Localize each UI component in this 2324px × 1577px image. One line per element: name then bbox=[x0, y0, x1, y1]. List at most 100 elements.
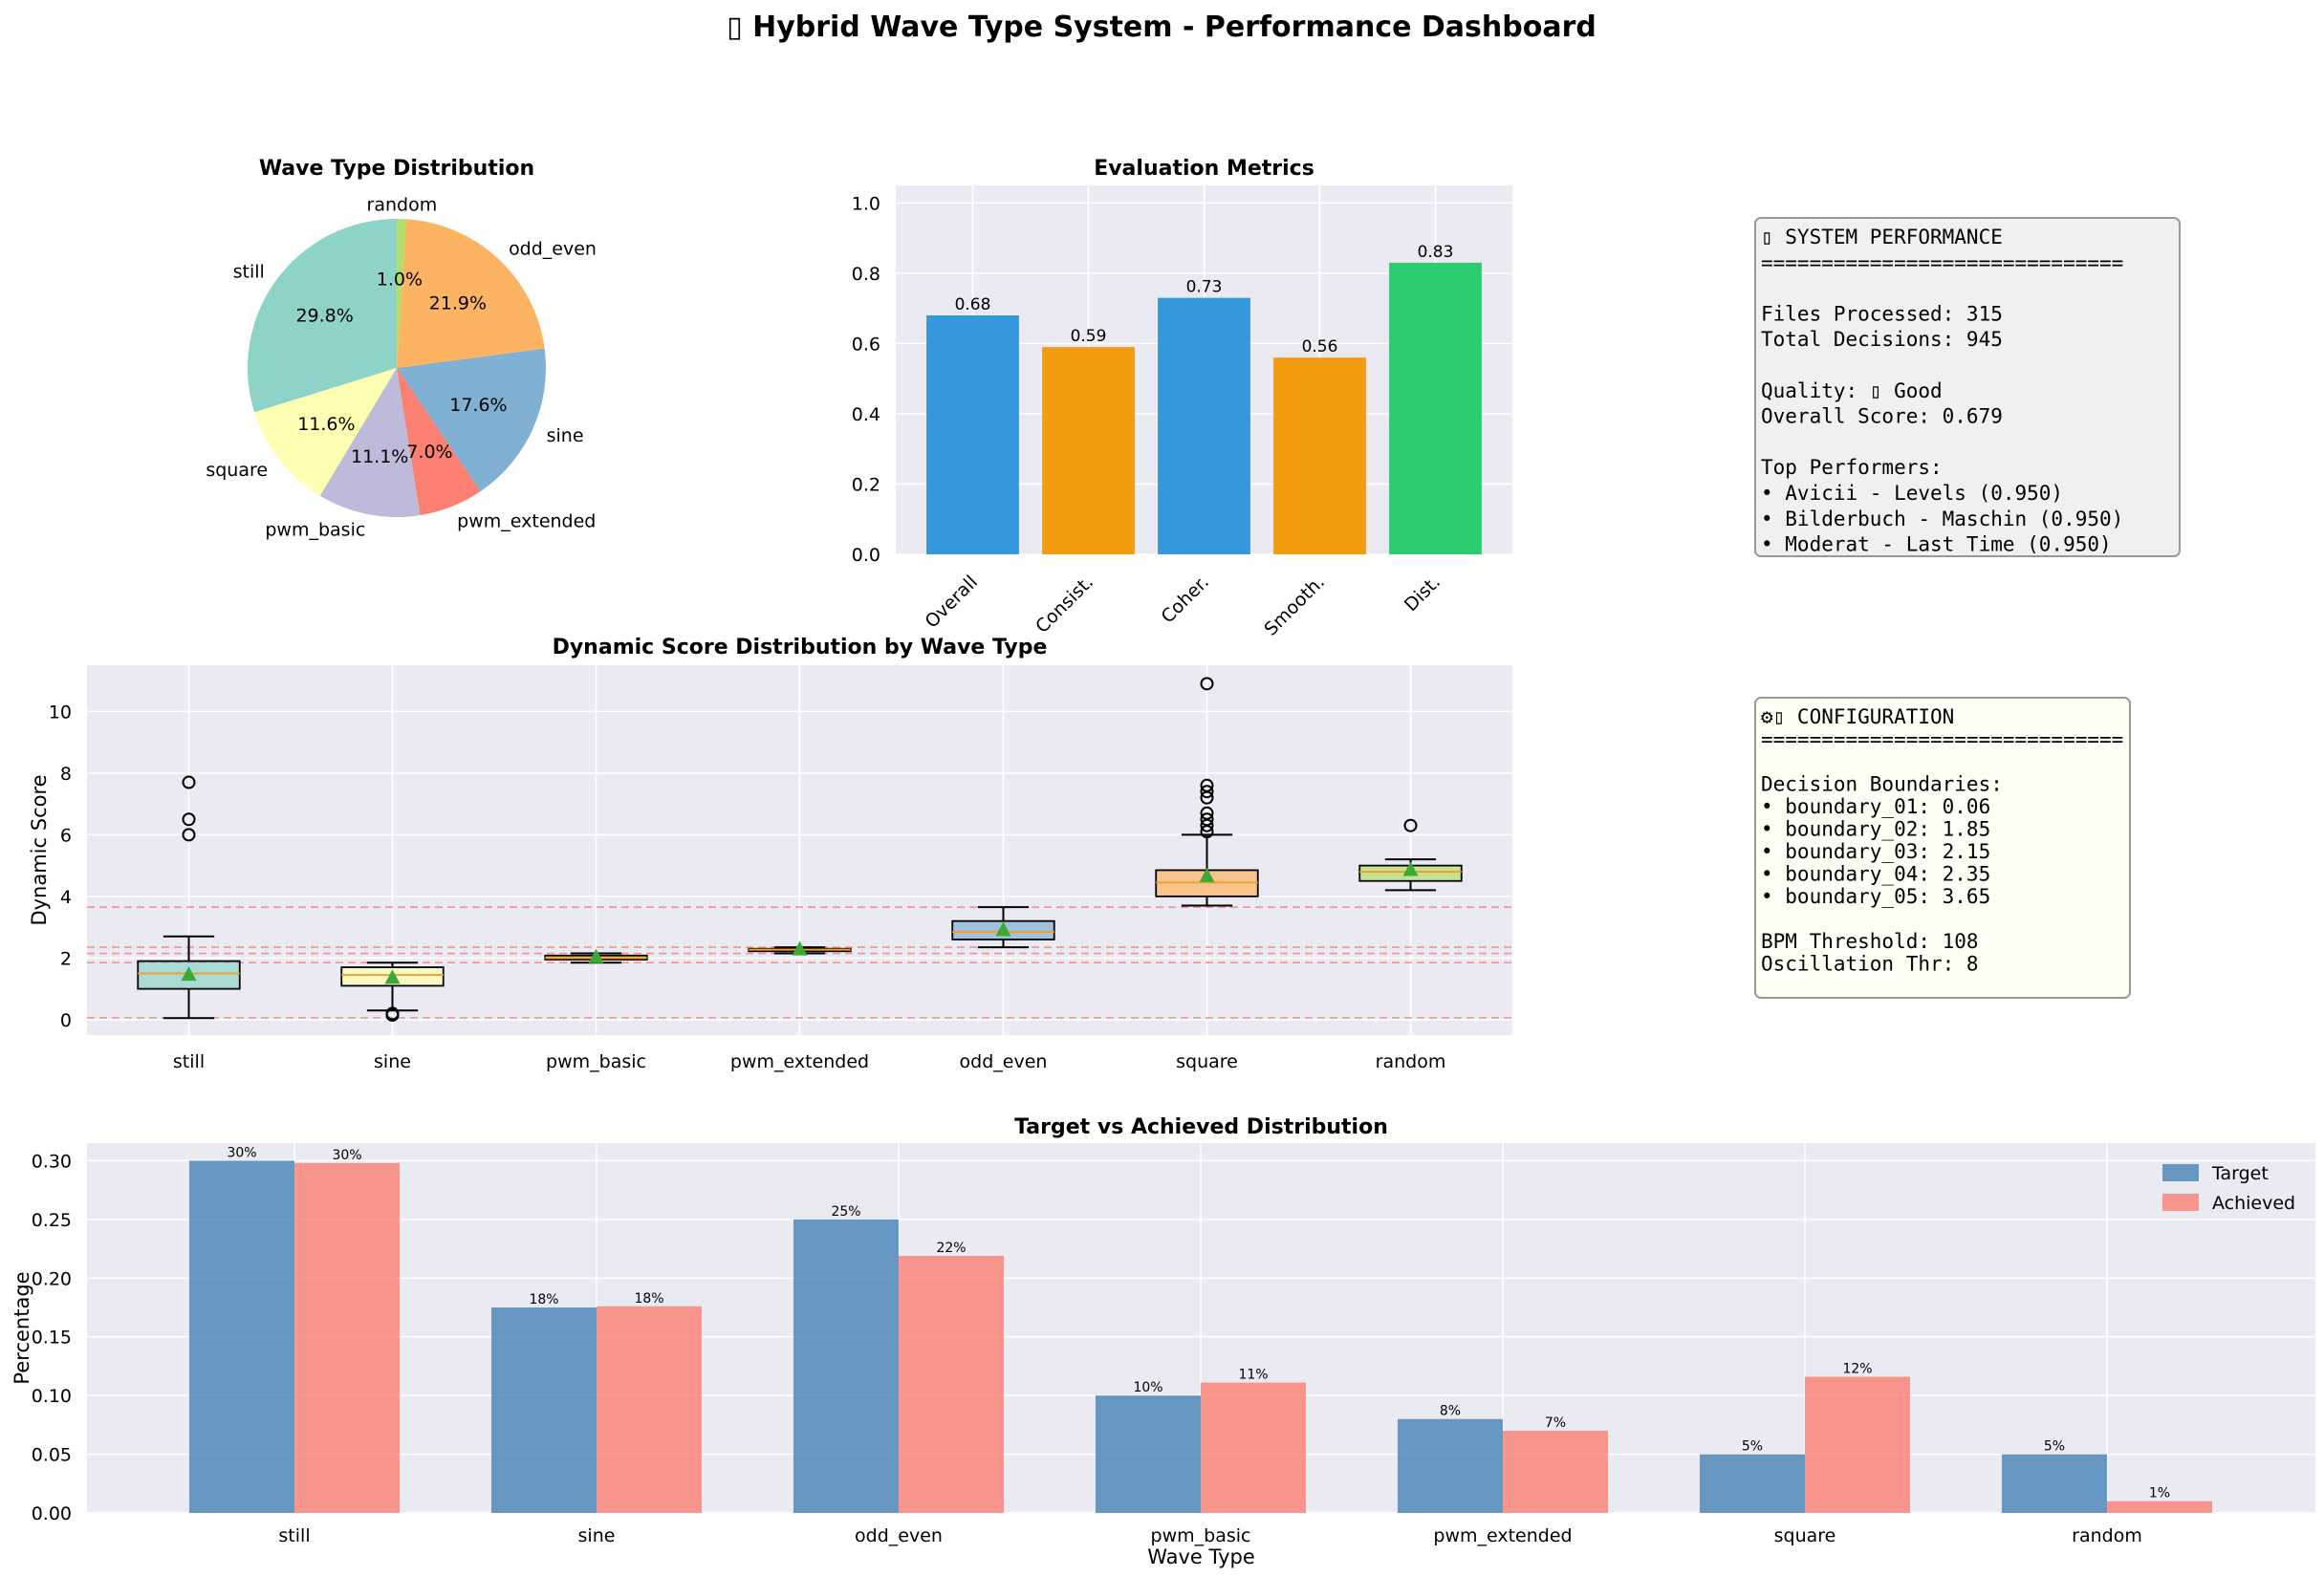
box-mean-marker bbox=[1402, 861, 1419, 876]
pie-title: Wave Type Distribution bbox=[259, 157, 534, 181]
target-bar bbox=[1700, 1454, 1805, 1513]
boxplot-title: Dynamic Score Distribution by Wave Type bbox=[553, 636, 1048, 659]
boxplot-xtick-label: pwm_extended bbox=[730, 1051, 869, 1072]
tva-value-label: 7% bbox=[1545, 1415, 1566, 1431]
tva-value-label: 12% bbox=[1842, 1361, 1872, 1376]
configuration-box: ⚙▯ CONFIGURATION========================… bbox=[1754, 697, 2131, 999]
performance-box-line: ▯ SYSTEM PERFORMANCE bbox=[1761, 226, 2003, 248]
box-outlier bbox=[1200, 812, 1214, 827]
tva-value-label: 5% bbox=[2044, 1439, 2065, 1455]
metrics-xtick-label: Consist. bbox=[1032, 572, 1097, 637]
pie-slice-label: square bbox=[206, 460, 268, 481]
achieved-bar bbox=[597, 1306, 702, 1513]
tva-ytick-label: 0.15 bbox=[32, 1328, 72, 1349]
metrics-ytick-label: 0.0 bbox=[852, 545, 880, 566]
target-bar bbox=[491, 1307, 597, 1513]
box-outlier bbox=[182, 828, 196, 842]
boxplot-ytick-label: 8 bbox=[60, 764, 72, 785]
tva-value-label: 10% bbox=[1133, 1380, 1162, 1395]
tva-ytick-label: 0.20 bbox=[32, 1268, 72, 1289]
pie-slice bbox=[397, 368, 481, 516]
performance-box-frame bbox=[1754, 217, 2181, 557]
box-outlier bbox=[1200, 806, 1214, 820]
performance-box-line: ============================== bbox=[1761, 251, 2123, 274]
config-box-line: • boundary_02: 1.85 bbox=[1761, 818, 1990, 841]
metrics-bar bbox=[1389, 262, 1482, 554]
boxplot-xtick-label: sine bbox=[374, 1051, 411, 1072]
tva-legend: Target Achieved bbox=[2162, 1163, 2295, 1214]
wave-type-pie-chart: Wave Type Distribution still 29.8% square 11… bbox=[206, 157, 597, 540]
metrics-value-label: 0.68 bbox=[955, 295, 991, 314]
tva-value-label: 1% bbox=[2149, 1486, 2170, 1501]
tva-xtick-label: pwm_extended bbox=[1433, 1525, 1572, 1546]
pie-slice bbox=[397, 219, 545, 368]
pie-slice-label: sine bbox=[547, 425, 584, 446]
tva-value-label: 30% bbox=[332, 1148, 361, 1163]
tva-xlabel: Wave Type bbox=[1147, 1545, 1255, 1568]
pie-slice bbox=[397, 348, 546, 492]
pie-slice-label: random bbox=[367, 194, 438, 215]
metrics-xtick-label: Overall bbox=[921, 572, 982, 633]
box-outlier bbox=[1200, 785, 1214, 799]
pie-percent-label: 17.6% bbox=[449, 395, 507, 416]
pie-percent-label: 11.1% bbox=[351, 446, 408, 467]
tva-xtick-label: still bbox=[278, 1525, 310, 1546]
achieved-bar bbox=[1805, 1376, 1910, 1513]
metrics-ytick-label: 0.4 bbox=[852, 404, 880, 425]
boxplot-xtick-label: square bbox=[1176, 1051, 1238, 1072]
metrics-title: Evaluation Metrics bbox=[1094, 157, 1314, 181]
legend-swatch bbox=[2162, 1164, 2199, 1181]
metrics-xtick-label: Smooth. bbox=[1260, 572, 1329, 640]
config-box-frame bbox=[1754, 697, 2131, 999]
tva-value-label: 18% bbox=[529, 1292, 558, 1307]
boxplot-xtick-label: pwm_basic bbox=[546, 1051, 646, 1072]
pie-slice bbox=[397, 219, 406, 368]
tva-ytick-label: 0.30 bbox=[32, 1151, 72, 1172]
target-bar bbox=[1398, 1418, 1503, 1513]
tva-value-label: 18% bbox=[634, 1291, 663, 1307]
box-mean-marker bbox=[588, 948, 604, 963]
pie-slice bbox=[254, 368, 397, 496]
tva-value-label: 11% bbox=[1238, 1368, 1268, 1383]
metrics-bar bbox=[1042, 347, 1135, 554]
box-outlier bbox=[182, 775, 196, 789]
boxplot-ytick-label: 4 bbox=[60, 887, 72, 908]
config-box-line: • boundary_03: 2.15 bbox=[1761, 840, 1990, 863]
boxplot-ytick-label: 6 bbox=[60, 825, 72, 846]
config-box-line: Decision Boundaries: bbox=[1761, 773, 2003, 796]
pie-percent-label: 11.6% bbox=[297, 414, 355, 435]
box-outlier bbox=[385, 1006, 400, 1021]
box-outlier bbox=[182, 812, 196, 827]
pie-percent-label: 1.0% bbox=[377, 269, 423, 290]
legend-label: Achieved bbox=[2212, 1193, 2295, 1214]
performance-box-line: Overall Score: 0.679 bbox=[1761, 405, 2003, 428]
metrics-xtick-label: Coher. bbox=[1158, 572, 1214, 628]
boxplot-xtick-label: odd_even bbox=[960, 1051, 1048, 1072]
config-box-line: BPM Threshold: 108 bbox=[1761, 930, 1979, 953]
box-mean-marker bbox=[995, 921, 1011, 937]
box-mean-marker bbox=[384, 969, 401, 984]
achieved-bar bbox=[1503, 1431, 1608, 1513]
metrics-bar bbox=[1158, 297, 1250, 554]
target-bar bbox=[1096, 1395, 1201, 1513]
config-box-line: ============================== bbox=[1761, 728, 2123, 751]
legend-label: Target bbox=[2211, 1163, 2269, 1184]
metrics-xtick-label: Dist. bbox=[1401, 572, 1444, 616]
performance-box-line: • Moderat - Last Time (0.950) bbox=[1761, 533, 2112, 556]
dynamic-score-boxplot: 0 2 4 6 8 10 still sine pwm_basic pwm_extended odd… bbox=[28, 636, 1512, 1072]
performance-box-line: Total Decisions: 945 bbox=[1761, 328, 2003, 351]
metrics-ytick-label: 1.0 bbox=[852, 193, 880, 214]
pie-percent-label: 29.8% bbox=[295, 306, 353, 327]
tva-ytick-label: 0.25 bbox=[32, 1210, 72, 1231]
pie-slice-label: pwm_basic bbox=[265, 519, 365, 540]
tva-ytick-label: 0.05 bbox=[32, 1445, 72, 1466]
tva-xtick-label: square bbox=[1774, 1525, 1836, 1546]
boxplot-ytick-label: 2 bbox=[60, 948, 72, 969]
performance-box-line: Files Processed: 315 bbox=[1761, 302, 2003, 325]
target-bar bbox=[2002, 1454, 2107, 1513]
config-box-line: • boundary_05: 3.65 bbox=[1761, 885, 1990, 908]
tva-ylabel: Percentage bbox=[11, 1271, 33, 1384]
box-outlier bbox=[1200, 778, 1214, 792]
target-bar bbox=[793, 1219, 899, 1513]
